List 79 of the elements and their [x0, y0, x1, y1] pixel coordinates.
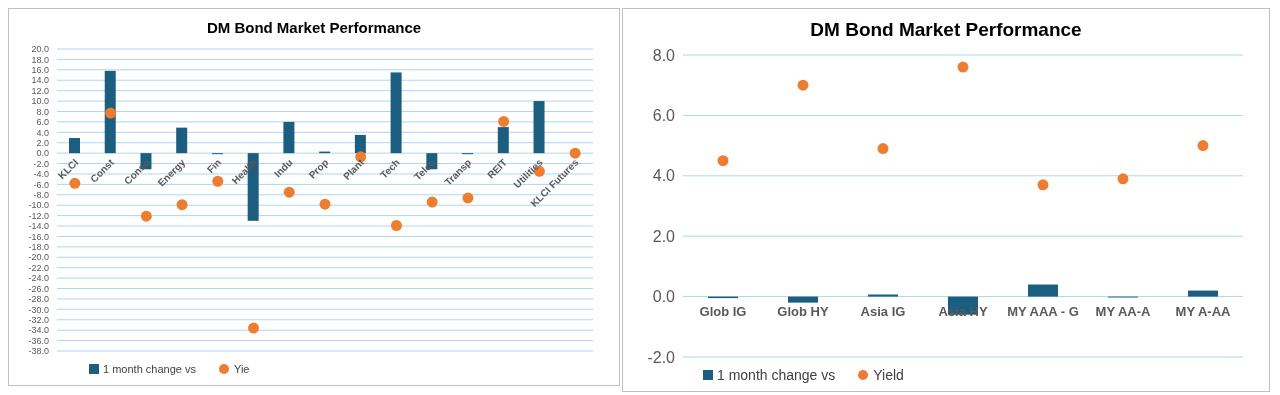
chart-title: DM Bond Market Performance [205, 19, 423, 38]
y-tick-label: -30.0 [28, 304, 49, 315]
point [140, 210, 152, 222]
y-tick-label: -4.0 [33, 169, 49, 180]
y-tick-label: 2.0 [652, 227, 676, 245]
bar [497, 127, 509, 154]
legend-label: 1 month change vs [717, 367, 836, 383]
y-tick-label: 8.0 [652, 46, 676, 64]
legend-label: Yie [233, 363, 250, 375]
y-tick-label: 0.0 [36, 148, 49, 159]
x-tick-label: Glob HY [777, 303, 829, 319]
bar [1028, 284, 1058, 297]
point [426, 196, 438, 208]
point [957, 61, 969, 73]
bar [390, 72, 402, 154]
x-tick-label: MY AAA - G [1007, 303, 1079, 319]
y-tick-label: 4.0 [652, 167, 676, 185]
point [283, 186, 295, 198]
bar [354, 134, 366, 154]
y-tick-label: -22.0 [28, 262, 49, 273]
point [797, 79, 809, 91]
bar [533, 101, 545, 154]
y-tick-label: -16.0 [28, 231, 49, 242]
y-tick-label: -32.0 [28, 314, 49, 325]
point [1197, 140, 1209, 152]
point [462, 192, 474, 204]
y-tick-label: 6.0 [36, 117, 49, 128]
point [390, 220, 402, 232]
point [105, 107, 117, 119]
x-tick-label: Asia IG [860, 303, 906, 319]
point [176, 199, 188, 211]
legend-label: Yield [873, 367, 904, 383]
point [248, 322, 260, 334]
y-tick-label: -34.0 [28, 325, 49, 336]
point [569, 147, 581, 159]
bar [1188, 290, 1218, 297]
y-tick-label: -24.0 [28, 273, 49, 284]
y-tick-label: 4.0 [36, 127, 49, 138]
y-tick-label: -2.0 [647, 348, 676, 366]
point [498, 115, 510, 127]
point [1117, 173, 1129, 185]
bar [176, 127, 188, 154]
x-tick-label: Fin [204, 156, 224, 176]
point [877, 143, 889, 155]
y-tick-label: -6.0 [33, 179, 49, 190]
y-tick-label: -10.0 [28, 200, 49, 211]
y-tick-label: -28.0 [28, 294, 49, 305]
y-tick-label: 8.0 [36, 106, 49, 117]
y-tick-label: -36.0 [28, 335, 49, 346]
point [717, 155, 729, 167]
x-tick-label: MY AA-A [1095, 303, 1152, 319]
y-tick-label: 20.0 [31, 44, 49, 55]
y-tick-label: -12.0 [28, 210, 49, 221]
x-tick-label: MY A-AA [1175, 303, 1232, 319]
y-tick-label: 6.0 [652, 107, 676, 125]
bar [788, 296, 818, 303]
y-tick-label: -38.0 [28, 346, 49, 357]
point [212, 175, 224, 187]
y-tick-label: 16.0 [31, 65, 49, 76]
y-tick-label: -8.0 [33, 189, 49, 200]
y-tick-label: -20.0 [28, 252, 49, 263]
y-tick-label: 10.0 [31, 96, 49, 107]
y-tick-label: -2.0 [33, 158, 49, 169]
x-tick-label: Glob IG [699, 303, 747, 319]
point [319, 198, 331, 210]
y-tick-label: -18.0 [28, 242, 49, 253]
y-tick-label: 14.0 [31, 75, 49, 86]
legend-label: 1 month change vs [103, 363, 196, 375]
bar [69, 138, 80, 154]
bar [868, 294, 898, 297]
chart-title: DM Bond Market Performance [809, 19, 1083, 42]
y-tick-label: -14.0 [28, 221, 49, 232]
point [1037, 179, 1049, 191]
y-tick-label: -26.0 [28, 283, 49, 294]
y-tick-label: 12.0 [31, 85, 49, 96]
y-tick-label: 0.0 [652, 288, 676, 306]
bar [283, 121, 295, 154]
y-tick-label: 18.0 [31, 54, 49, 65]
y-tick-label: 2.0 [36, 137, 49, 148]
